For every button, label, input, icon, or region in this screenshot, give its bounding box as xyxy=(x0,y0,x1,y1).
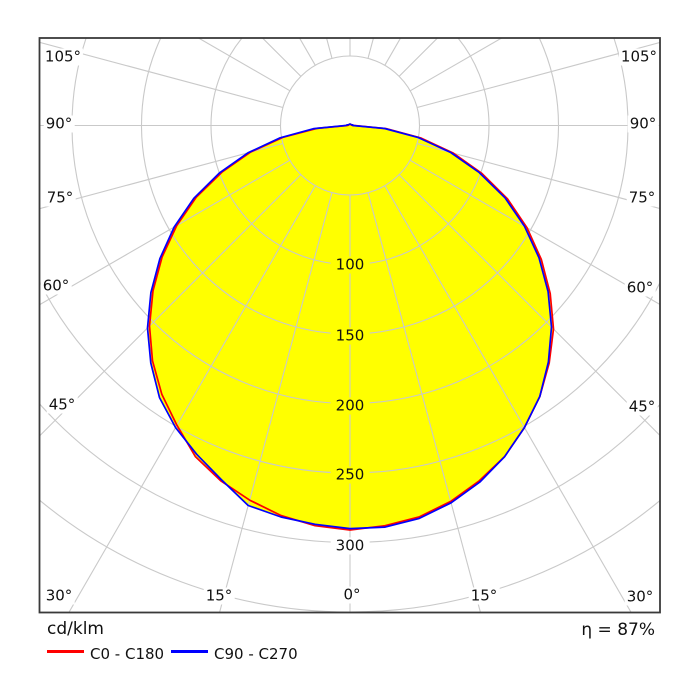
grid-radial-line xyxy=(367,192,482,613)
angle-label-bottom-30l: 30° xyxy=(43,586,75,605)
grid-radial-line xyxy=(367,38,375,59)
angle-label-bottom-15l: 15° xyxy=(203,586,235,605)
plot-border xyxy=(38,37,661,614)
angle-label-right-105: 105° xyxy=(618,47,660,66)
legend-label-c0-c180: C0 - C180 xyxy=(90,645,165,663)
angle-label-left-105: 105° xyxy=(42,47,84,66)
units-label: cd/klm xyxy=(47,619,104,639)
legend-swatch-c90-c270 xyxy=(171,650,208,653)
grid-radial-line xyxy=(416,41,660,109)
angle-label-right-45: 45° xyxy=(626,397,658,416)
grid-radial-line xyxy=(39,41,284,109)
grid-radial-line xyxy=(409,159,660,306)
curve-c90-c270 xyxy=(146,123,553,530)
grid-radial-line xyxy=(39,174,302,437)
angle-label-right-90: 90° xyxy=(627,114,659,133)
legend-label-c90-c270: C90 - C270 xyxy=(214,645,298,663)
radial-tick-300: 300 xyxy=(330,537,370,555)
grid-radial-line xyxy=(384,185,632,613)
angle-label-right-75: 75° xyxy=(626,188,658,207)
grid-radial-line xyxy=(325,38,333,59)
angle-label-bottom-15r: 15° xyxy=(468,586,500,605)
grid-radial-line xyxy=(197,38,291,92)
grid-radial-line xyxy=(68,185,316,613)
legend-swatch-c0-c180 xyxy=(47,650,84,653)
angle-label-left-75: 75° xyxy=(44,188,76,207)
radial-tick-200: 200 xyxy=(330,397,370,415)
angle-label-left-90: 90° xyxy=(43,114,75,133)
grid-radial-line xyxy=(416,142,660,210)
angle-label-bottom-0: 0° xyxy=(341,585,363,604)
radial-tick-150: 150 xyxy=(330,327,370,345)
grid-radial-line xyxy=(218,192,333,613)
efficiency-value: η = 87% xyxy=(581,620,655,640)
grid-radial-line xyxy=(398,174,660,437)
radial-tick-250: 250 xyxy=(330,466,370,484)
angle-label-left-45: 45° xyxy=(46,395,78,414)
angle-label-bottom-30r: 30° xyxy=(624,587,656,606)
radial-tick-100: 100 xyxy=(330,256,370,274)
angle-label-right-60: 60° xyxy=(624,278,656,297)
grid-radial-line xyxy=(409,38,503,92)
grid-radial-line xyxy=(39,142,284,210)
grid-radial-line xyxy=(39,159,291,306)
angle-label-left-60: 60° xyxy=(40,276,72,295)
